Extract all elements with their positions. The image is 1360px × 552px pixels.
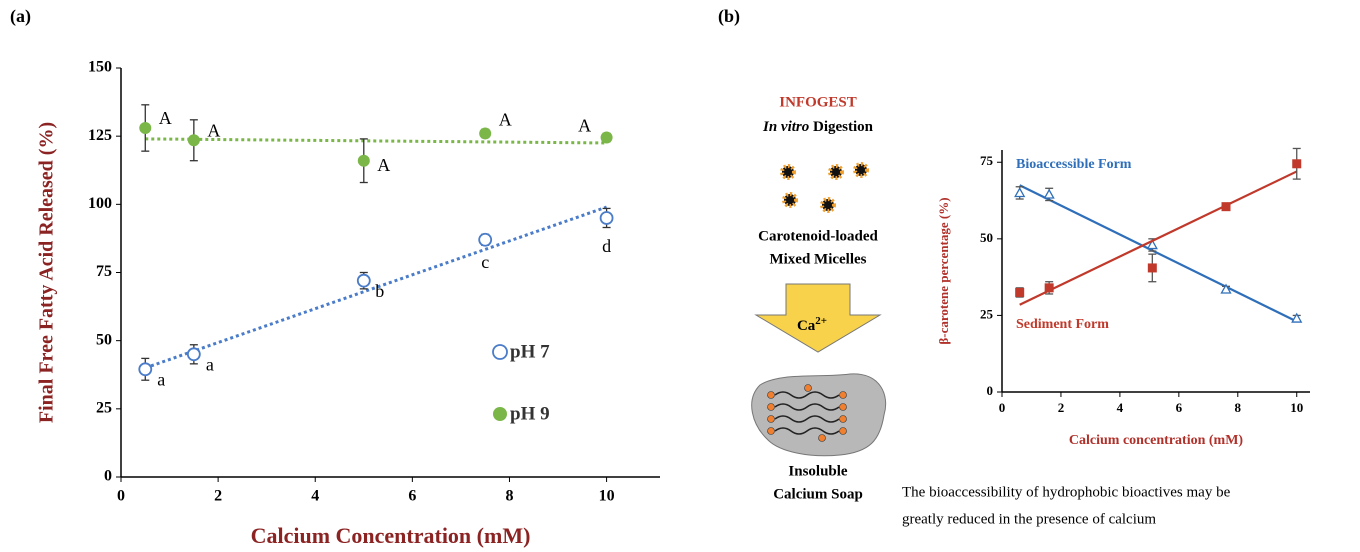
y-tick-label: 25 xyxy=(980,306,994,321)
head xyxy=(768,392,775,399)
point-label: A xyxy=(159,108,172,128)
point-label: b xyxy=(375,281,384,301)
y-tick-label: 0 xyxy=(987,383,994,398)
subtitle-italic: In vitro xyxy=(762,119,809,135)
head xyxy=(840,416,847,423)
legend-marker xyxy=(493,345,507,359)
marker xyxy=(1148,263,1157,272)
marker xyxy=(601,132,613,144)
x-axis-label: Calcium Concentration (mM) xyxy=(251,523,531,548)
x-axis-label: Calcium concentration (mM) xyxy=(1069,433,1244,448)
micelle xyxy=(822,199,834,211)
micelles xyxy=(782,164,867,211)
marker xyxy=(479,234,491,246)
series-label: Sediment Form xyxy=(1016,317,1109,332)
y-tick-label: 50 xyxy=(96,331,112,348)
marker xyxy=(1015,188,1024,196)
micelles-label: Mixed Micelles xyxy=(769,251,866,267)
point-label: A xyxy=(377,155,390,175)
calcium-soap xyxy=(752,374,886,456)
head xyxy=(805,385,812,392)
x-tick-label: 6 xyxy=(1176,400,1183,415)
trend-line xyxy=(1020,185,1297,321)
marker xyxy=(1045,190,1054,198)
trend-line xyxy=(1020,171,1297,304)
point-label: a xyxy=(206,354,214,374)
caption: greatly reduced in the presence of calci… xyxy=(902,511,1156,527)
x-tick-label: 2 xyxy=(1058,400,1065,415)
ion: Ca xyxy=(797,318,816,334)
y-tick-label: 50 xyxy=(980,230,993,245)
legend-label: pH 9 xyxy=(510,403,550,424)
product-label: Insoluble xyxy=(788,463,848,479)
x-tick-label: 10 xyxy=(1290,400,1303,415)
y-axis-label: β-carotene percentage (%) xyxy=(936,197,951,344)
marker xyxy=(1222,202,1231,211)
point-label: d xyxy=(602,236,611,256)
micelle xyxy=(782,166,794,178)
head xyxy=(768,404,775,411)
figure: (a) (b) INFOGEST In vitro Digestion Caro… xyxy=(0,0,1360,552)
series-label: Bioaccessible Form xyxy=(1016,157,1132,172)
marker xyxy=(188,134,200,146)
y-axis-label: Final Free Fatty Acid Released (%) xyxy=(36,122,58,423)
head xyxy=(840,392,847,399)
x-tick-label: 8 xyxy=(505,488,513,505)
y-tick-label: 25 xyxy=(96,400,112,417)
head xyxy=(768,428,775,435)
head xyxy=(840,428,847,435)
point-label: A xyxy=(578,116,591,136)
marker xyxy=(479,127,491,139)
caption: The bioaccessibility of hydrophobic bioa… xyxy=(902,484,1231,500)
y-tick-label: 75 xyxy=(96,263,112,280)
marker xyxy=(358,155,370,167)
x-tick-label: 8 xyxy=(1235,400,1242,415)
x-tick-label: 0 xyxy=(999,400,1006,415)
legend-label: pH 7 xyxy=(510,341,550,362)
panel-label: (a) xyxy=(10,6,31,27)
micelle xyxy=(784,194,796,206)
micelles-label: Carotenoid-loaded xyxy=(758,228,878,244)
point-label: A xyxy=(207,120,220,140)
y-tick-label: 150 xyxy=(88,59,112,76)
ion-charge: 2+ xyxy=(815,315,827,327)
point-label: a xyxy=(157,369,165,389)
x-tick-label: 4 xyxy=(1117,400,1124,415)
x-tick-label: 4 xyxy=(311,488,319,505)
marker xyxy=(1015,288,1024,297)
marker xyxy=(188,348,200,360)
diagram-title: INFOGEST xyxy=(779,94,857,110)
point-label: A xyxy=(499,110,512,130)
point-label: c xyxy=(481,252,489,272)
y-tick-label: 75 xyxy=(980,153,994,168)
x-tick-label: 2 xyxy=(214,488,222,505)
marker xyxy=(358,275,370,287)
x-tick-label: 6 xyxy=(408,488,416,505)
head xyxy=(840,404,847,411)
marker xyxy=(1045,283,1054,292)
diagram-subtitle: In vitro Digestion xyxy=(762,119,874,135)
y-tick-label: 125 xyxy=(88,127,112,144)
micelle xyxy=(855,164,867,176)
marker xyxy=(139,363,151,375)
x-tick-label: 0 xyxy=(117,488,125,505)
legend-marker xyxy=(493,407,507,421)
head xyxy=(768,416,775,423)
subtitle-text: Digestion xyxy=(813,119,874,135)
y-tick-label: 0 xyxy=(104,468,112,485)
y-tick-label: 100 xyxy=(88,195,112,212)
marker xyxy=(139,122,151,134)
marker xyxy=(601,212,613,224)
head xyxy=(819,435,826,442)
x-tick-label: 10 xyxy=(599,488,615,505)
panel-label: (b) xyxy=(718,6,740,27)
micelle xyxy=(830,166,842,178)
product-label: Calcium Soap xyxy=(773,486,863,502)
marker xyxy=(1292,159,1301,168)
